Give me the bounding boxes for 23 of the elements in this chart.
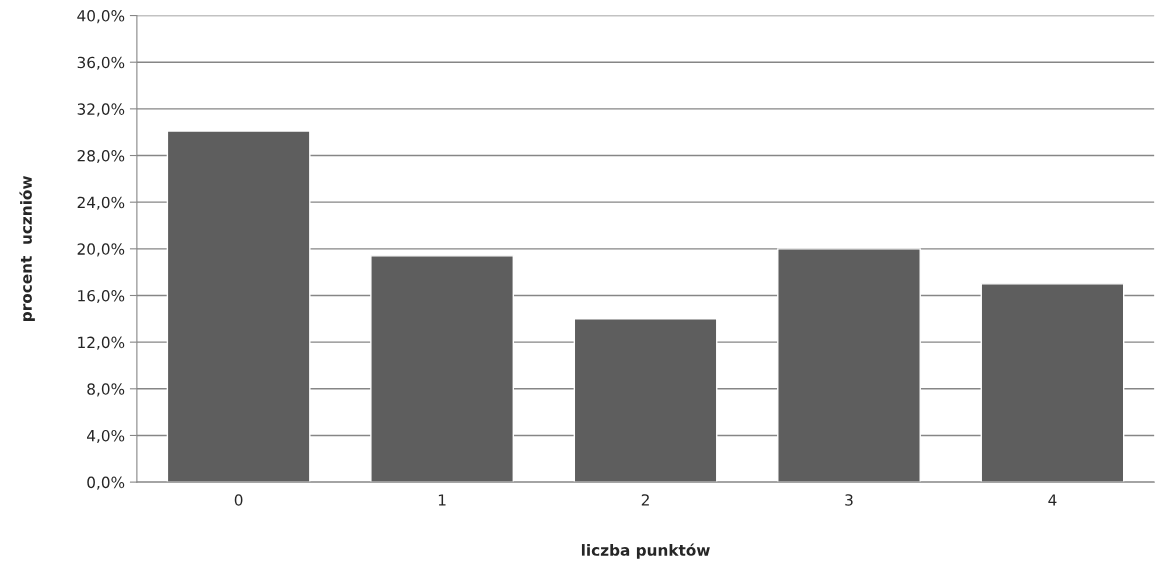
y-tick-label: 40,0% xyxy=(77,10,125,24)
y-tick-label: 32,0% xyxy=(77,103,125,117)
bar xyxy=(370,255,514,483)
bar xyxy=(777,248,921,483)
y-tick-label: 0,0% xyxy=(87,476,125,490)
y-tick-label: 28,0% xyxy=(77,149,125,164)
y-tick-label: 20,0% xyxy=(77,243,125,257)
y-tick-label: 24,0% xyxy=(77,196,125,210)
x-tick-label: 3 xyxy=(845,494,853,506)
x-tick-label: 2 xyxy=(641,494,649,506)
y-tick-label: 4,0% xyxy=(87,429,125,444)
x-tick-label: 0 xyxy=(234,494,243,506)
x-tick-label: 4 xyxy=(1048,494,1057,506)
y-tick-label: 12,0% xyxy=(78,336,125,350)
bar xyxy=(980,283,1125,483)
bar xyxy=(166,130,311,483)
y-tick-label: 36,0% xyxy=(77,56,125,70)
x-axis-title: liczba punktów xyxy=(581,543,710,559)
y-tick-label: 8,0% xyxy=(87,383,125,397)
y-tick-label: 16,0% xyxy=(78,289,125,304)
bar xyxy=(573,318,718,483)
y-axis-title: procent uczniów xyxy=(19,175,35,321)
x-tick-label: 1 xyxy=(438,494,446,506)
